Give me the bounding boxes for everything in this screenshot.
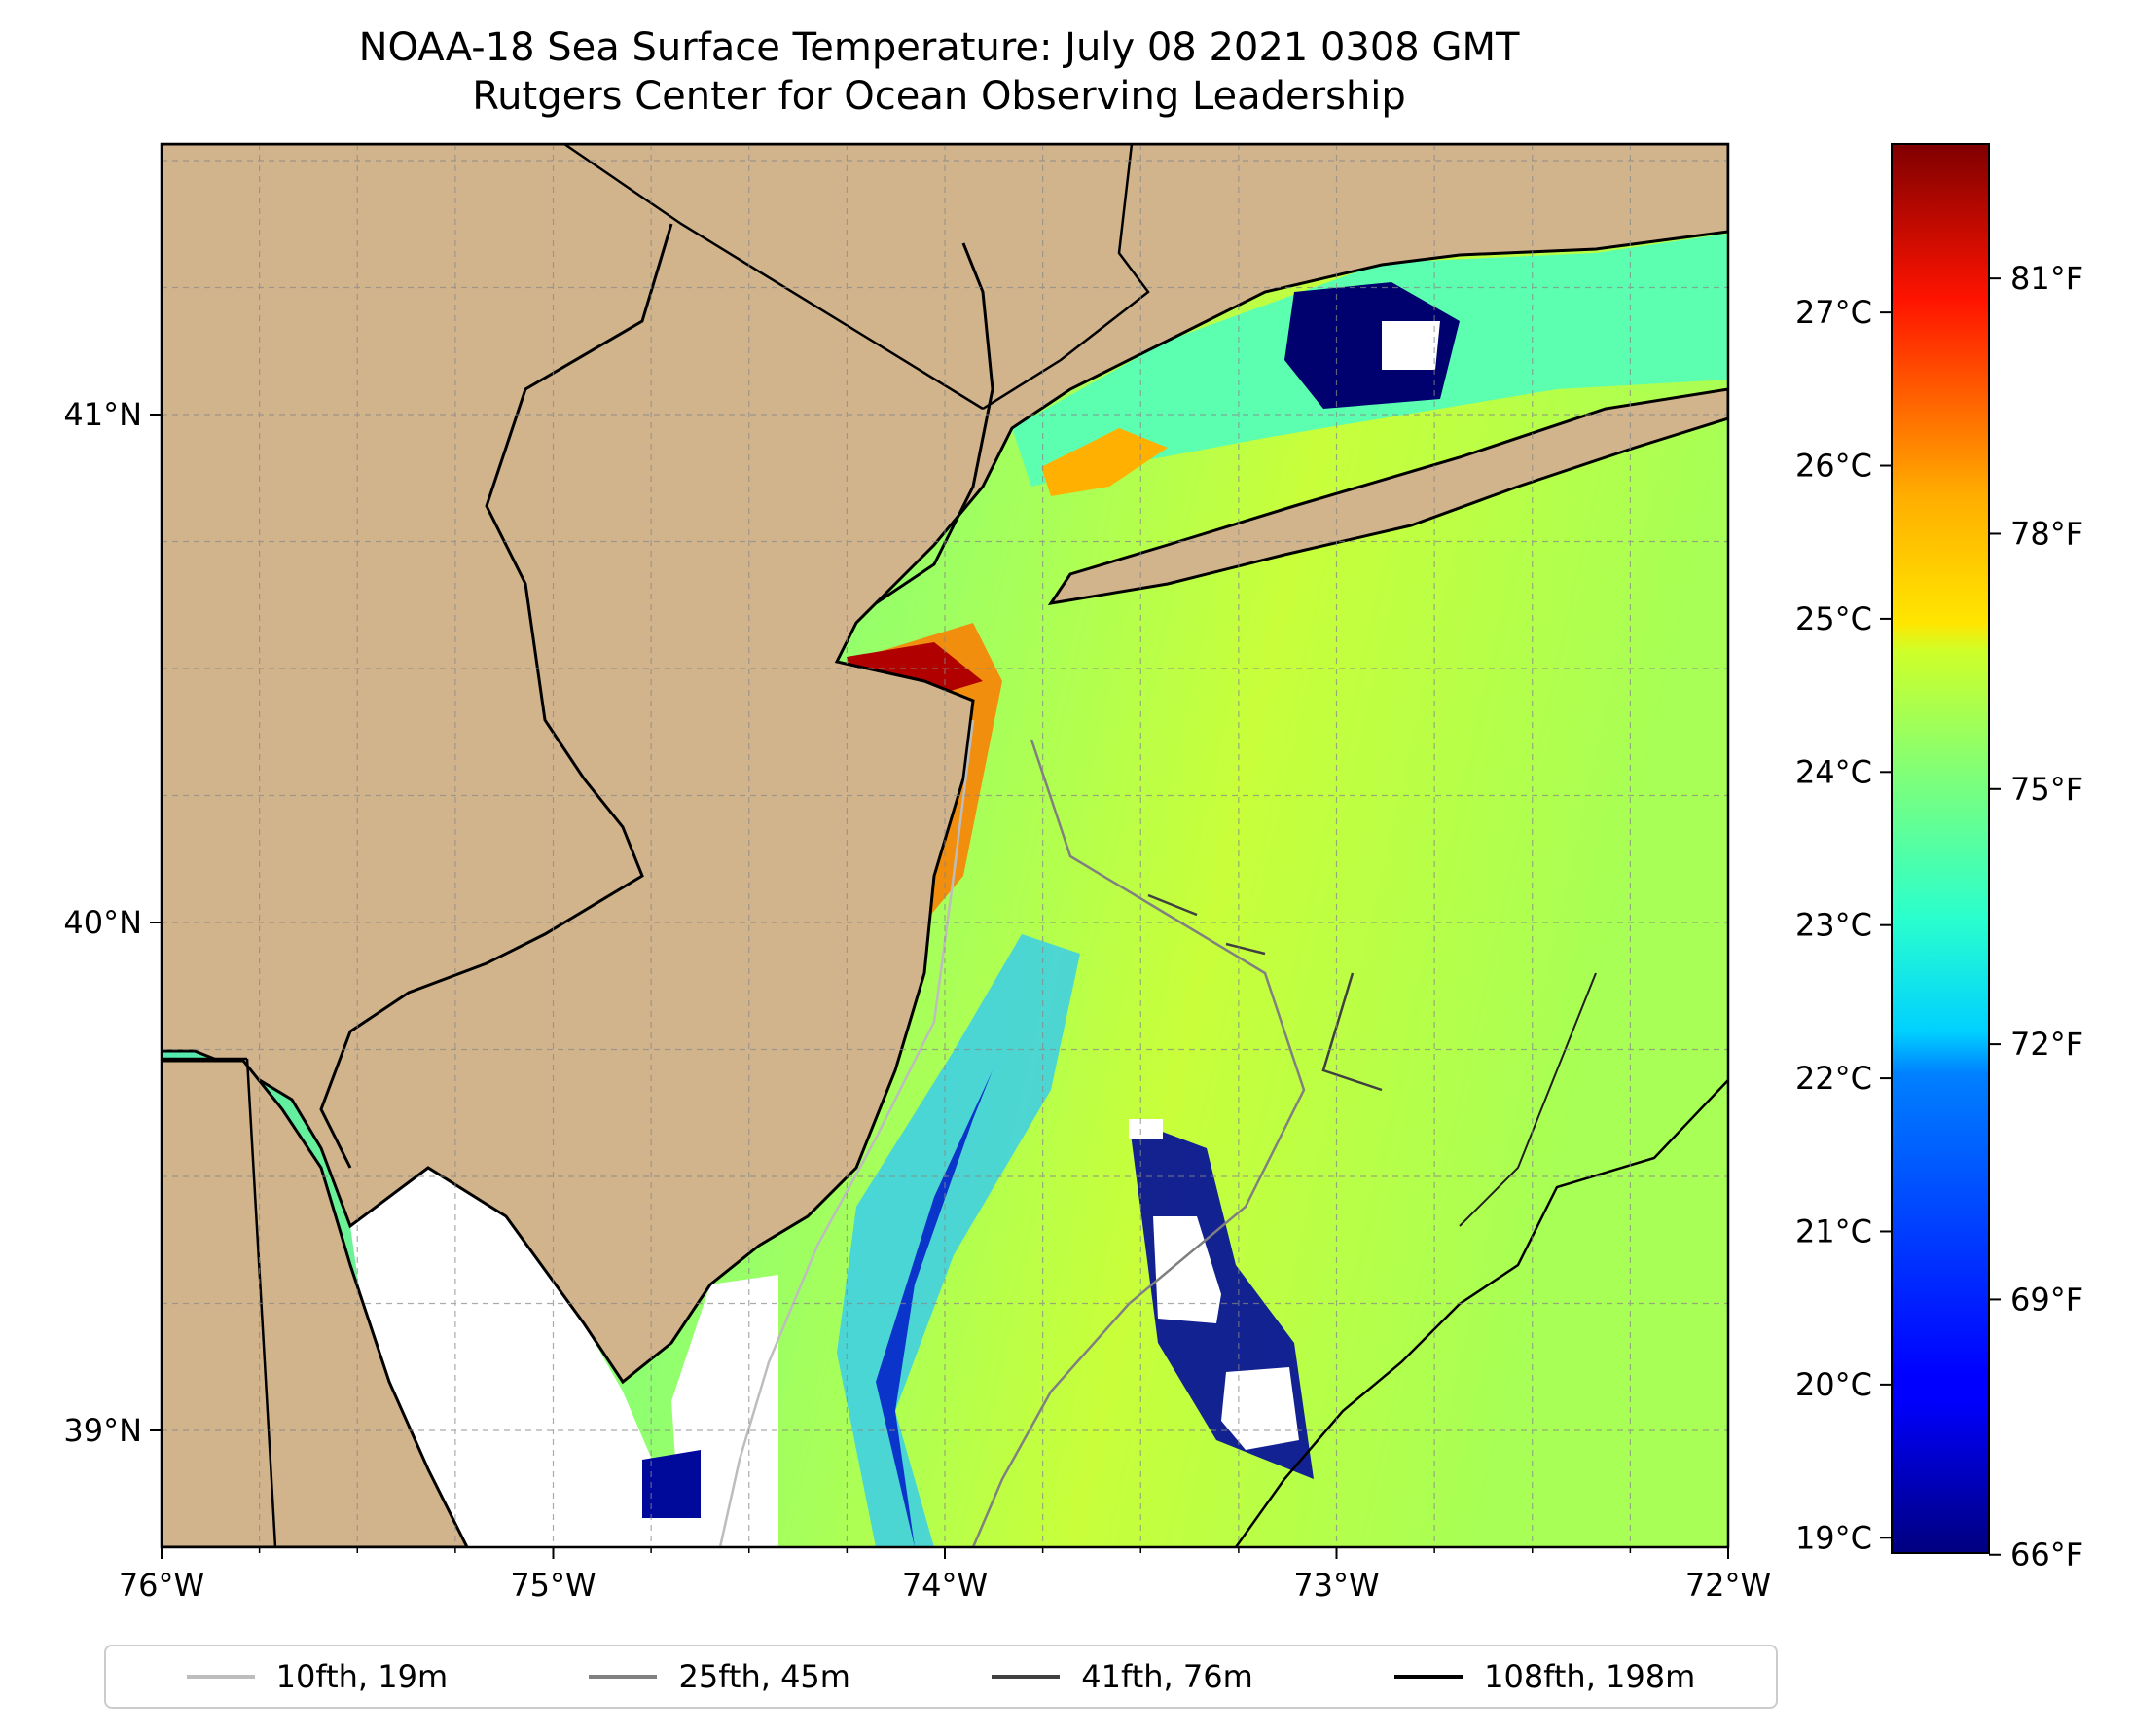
fahrenheit-tick-label: 75°F [2010, 771, 2083, 808]
land-long-island [1047, 387, 1728, 606]
legend-item-25fth: 25fth, 45m [589, 1658, 850, 1695]
longitude-axis: 76°W 75°W 74°W 73°W 72°W [119, 1547, 1771, 1604]
celsius-tick-label: 20°C [1795, 1366, 1872, 1403]
no-data-patches [1129, 1119, 1299, 1450]
latitude-axis: 41°N 40°N 39°N [63, 396, 162, 1449]
delaware-bay-no-data [350, 1168, 720, 1547]
celsius-tick-label: 21°C [1795, 1212, 1872, 1249]
legend-item-41fth: 41fth, 76m [992, 1658, 1253, 1695]
lon-tick-label: 74°W [902, 1567, 988, 1604]
sound-cold-patch [1284, 282, 1460, 409]
map-panel [162, 144, 1728, 1547]
sound-no-data [1382, 321, 1440, 370]
legend-swatch-108fth [1394, 1675, 1463, 1679]
contour-108fth-inner [1459, 972, 1597, 1227]
celsius-tick-label: 22°C [1795, 1060, 1872, 1097]
map-title: NOAA-18 Sea Surface Temperature: July 08… [0, 23, 1878, 121]
contour-41fth [1147, 893, 1383, 1092]
colorbar [1891, 143, 1990, 1554]
legend-label-10fth: 10fth, 19m [275, 1658, 449, 1695]
legend-label-41fth: 41fth, 76m [1081, 1658, 1253, 1695]
celsius-tick-label: 24°C [1795, 753, 1872, 790]
hudson-river [875, 242, 994, 605]
celsius-tick-label: 26°C [1795, 448, 1872, 485]
depth-contour-legend: 10fth, 19m 25fth, 45m 41fth, 76m 108fth,… [104, 1645, 1778, 1709]
colorbar-fahrenheit-axis: 81°F 78°F 75°F 72°F 69°F 66°F [1989, 260, 2083, 1573]
legend-swatch-10fth [186, 1675, 255, 1679]
title-line-2: Rutgers Center for Ocean Observing Leade… [472, 74, 1406, 119]
fahrenheit-tick-label: 78°F [2010, 515, 2083, 552]
legend-swatch-41fth [992, 1675, 1061, 1679]
celsius-tick-label: 19°C [1795, 1519, 1872, 1556]
title-line-1: NOAA-18 Sea Surface Temperature: July 08… [358, 25, 1520, 70]
map-gridlines [161, 144, 1729, 1547]
fahrenheit-tick-label: 81°F [2010, 260, 2083, 297]
lat-tick-label: 40°N [63, 904, 142, 941]
land-mainland [162, 144, 1728, 1385]
legend-label-108fth: 108fth, 198m [1484, 1658, 1696, 1695]
bay-mouth-cold [642, 1450, 701, 1518]
lon-tick-label: 75°W [510, 1567, 596, 1604]
fahrenheit-tick-label: 72°F [2010, 1026, 2083, 1063]
legend-label-25fth: 25fth, 45m [678, 1658, 850, 1695]
delaware-river [319, 223, 673, 1169]
lon-tick-label: 73°W [1293, 1567, 1379, 1604]
fahrenheit-tick-label: 69°F [2010, 1281, 2083, 1318]
celsius-tick-label: 25°C [1795, 600, 1872, 637]
ny-ct-border [982, 144, 1150, 411]
ny-nj-border [563, 144, 984, 411]
contour-25fth [971, 739, 1306, 1547]
contour-10fth [718, 719, 975, 1547]
sound-warm-edge [1041, 428, 1168, 496]
legend-swatch-25fth [589, 1675, 658, 1679]
fahrenheit-tick-label: 66°F [2010, 1537, 2083, 1573]
lat-tick-label: 39°N [63, 1412, 142, 1449]
celsius-tick-label: 27°C [1795, 294, 1872, 331]
lon-tick-label: 72°W [1685, 1567, 1771, 1604]
lon-tick-label: 76°W [119, 1567, 204, 1604]
colorbar-celsius-axis: 27°C 26°C 25°C 24°C 23°C 22°C 21°C 20°C 19°C [1795, 294, 1892, 1556]
celsius-tick-label: 23°C [1795, 907, 1872, 944]
legend-item-10fth: 10fth, 19m [186, 1658, 449, 1695]
legend-item-108fth: 108fth, 198m [1394, 1658, 1695, 1695]
lat-tick-label: 41°N [63, 396, 142, 433]
